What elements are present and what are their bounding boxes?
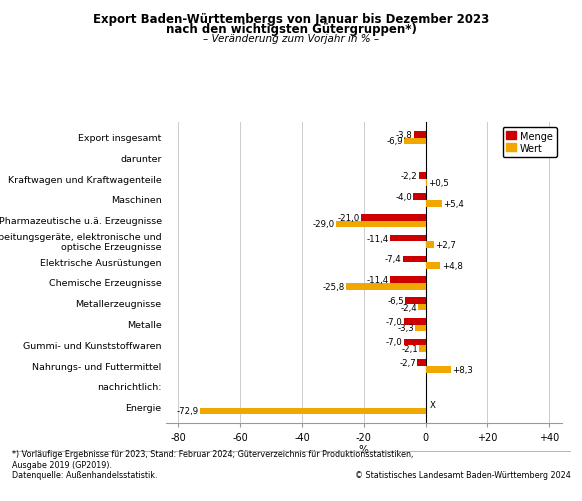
Bar (425, 242, 434, 248)
X-axis label: %: % (359, 444, 368, 454)
Bar (425, 263, 441, 270)
Text: -7,0: -7,0 (386, 317, 403, 326)
Text: -2,1: -2,1 (401, 344, 418, 353)
Text: -7,4: -7,4 (385, 255, 402, 264)
Bar (418, 304, 425, 311)
Text: -6,9: -6,9 (386, 137, 403, 146)
Text: +8,3: +8,3 (452, 365, 473, 374)
Bar (336, 221, 425, 228)
Text: -72,9: -72,9 (177, 407, 199, 416)
Text: +5,4: +5,4 (443, 199, 464, 208)
Bar (361, 214, 425, 221)
Text: X: X (430, 400, 436, 409)
Bar (391, 277, 425, 284)
Text: -3,8: -3,8 (396, 130, 413, 139)
Text: Datenquelle: Außenhandelsstatistik.: Datenquelle: Außenhandelsstatistik. (12, 470, 157, 479)
Bar (413, 194, 425, 200)
Text: Ausgabe 2019 (GP2019).: Ausgabe 2019 (GP2019). (12, 460, 112, 469)
Bar (414, 132, 425, 138)
Bar (425, 200, 442, 207)
Text: nach den wichtigsten Gütergruppen*): nach den wichtigsten Gütergruppen*) (165, 23, 417, 36)
Bar (416, 325, 425, 332)
Text: -2,7: -2,7 (399, 359, 416, 368)
Bar (425, 366, 451, 373)
Text: -29,0: -29,0 (313, 220, 335, 229)
Text: -25,8: -25,8 (322, 282, 345, 291)
Text: -3,3: -3,3 (398, 324, 414, 333)
Text: -2,4: -2,4 (400, 303, 417, 312)
Bar (404, 318, 425, 325)
Text: -21,0: -21,0 (337, 213, 360, 222)
Text: -2,2: -2,2 (401, 172, 417, 181)
Bar (391, 235, 425, 242)
Text: +4,8: +4,8 (442, 262, 463, 271)
Bar (419, 173, 425, 180)
Text: +2,7: +2,7 (435, 241, 456, 250)
Bar (406, 298, 425, 304)
Bar (404, 339, 425, 346)
Text: Export Baden-Württembergs von Januar bis Dezember 2023: Export Baden-Württembergs von Januar bis… (93, 13, 489, 26)
Text: -4,0: -4,0 (395, 193, 412, 202)
Text: -11,4: -11,4 (367, 276, 389, 285)
Legend: Menge, Wert: Menge, Wert (502, 128, 557, 157)
Bar (346, 284, 425, 290)
Text: -6,5: -6,5 (388, 296, 404, 305)
Bar (200, 408, 425, 414)
Text: +0,5: +0,5 (428, 178, 449, 187)
Text: -11,4: -11,4 (367, 234, 389, 243)
Text: © Statistisches Landesamt Baden-Württemberg 2024: © Statistisches Landesamt Baden-Württemb… (354, 470, 570, 479)
Bar (417, 360, 425, 366)
Bar (403, 256, 425, 263)
Bar (419, 346, 425, 352)
Bar (425, 180, 427, 186)
Bar (404, 138, 425, 145)
Text: – Veränderung zum Vorjahr in % –: – Veränderung zum Vorjahr in % – (203, 34, 379, 44)
Text: -7,0: -7,0 (386, 338, 403, 347)
Text: *) Vorläufige Ergebnisse für 2023, Stand: Februar 2024; Güterverzeichnis für Pro: *) Vorläufige Ergebnisse für 2023, Stand… (12, 449, 413, 458)
